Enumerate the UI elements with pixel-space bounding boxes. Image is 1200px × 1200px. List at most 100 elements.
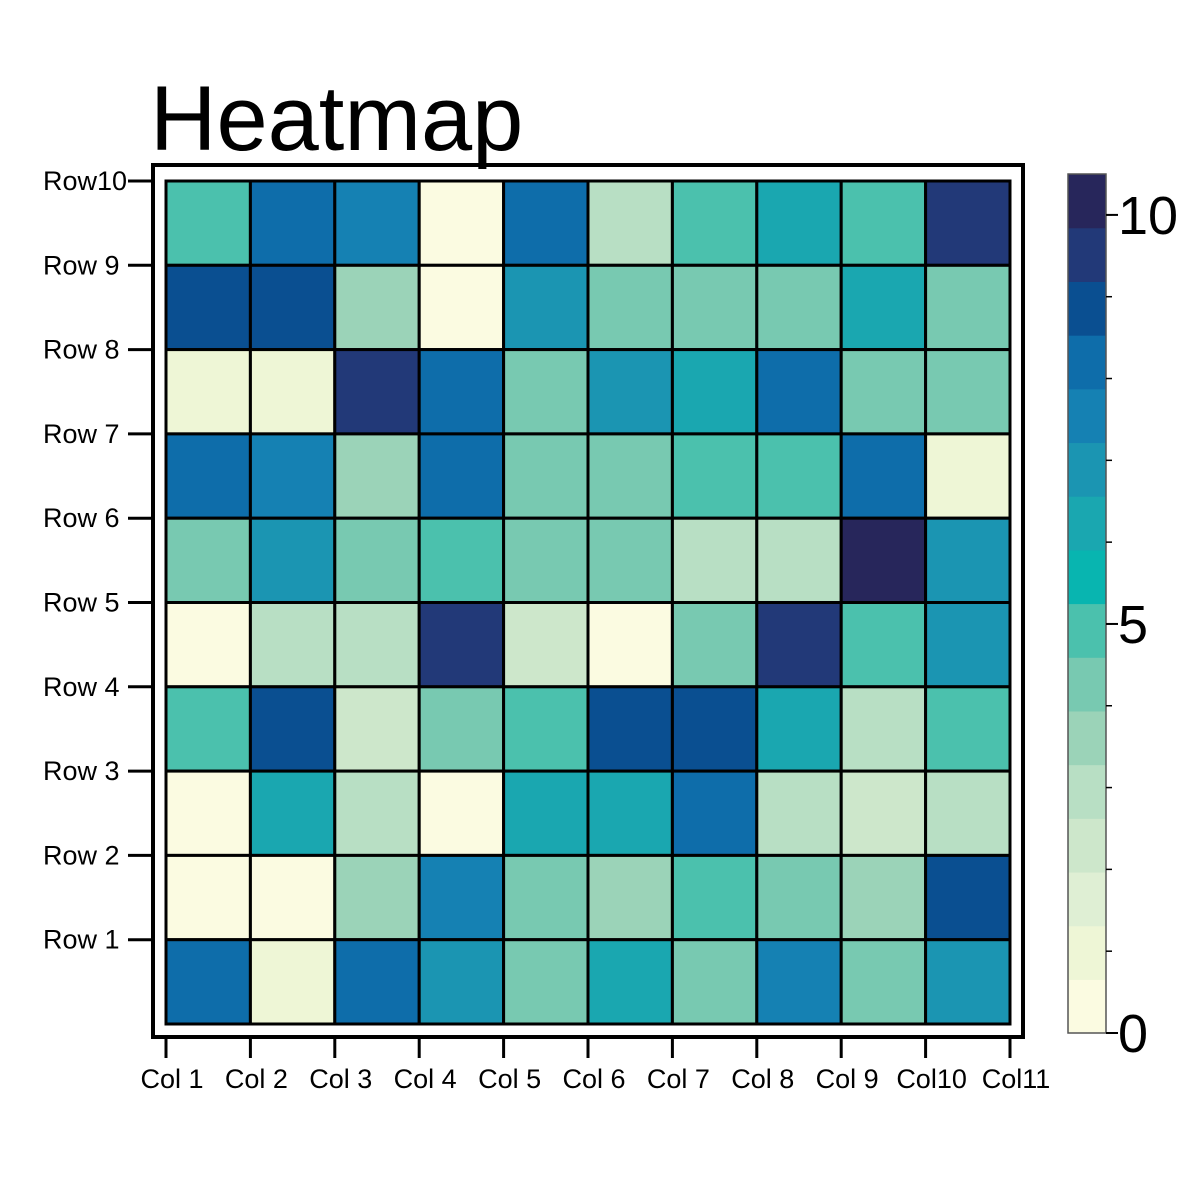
colorbar-segment bbox=[1068, 335, 1106, 390]
heatmap-cell bbox=[333, 601, 421, 689]
heatmap-cell bbox=[586, 769, 674, 857]
heatmap-cell bbox=[248, 769, 337, 857]
colorbar-segment bbox=[1068, 764, 1106, 819]
heatmap-cell bbox=[164, 853, 252, 942]
y-tick-label: Row 7 bbox=[43, 419, 120, 449]
heatmap-cell bbox=[248, 432, 337, 520]
heatmap-cell bbox=[670, 516, 759, 605]
heatmap-cell bbox=[924, 685, 1012, 773]
heatmap-cell bbox=[417, 432, 506, 520]
colorbar-tick-label: 10 bbox=[1118, 186, 1178, 246]
heatmap-cell bbox=[839, 516, 928, 605]
heatmap-cell bbox=[586, 179, 674, 267]
colorbar-segment bbox=[1068, 925, 1106, 980]
heatmap-cell bbox=[417, 179, 506, 267]
heatmap-cell bbox=[755, 516, 843, 605]
heatmap-cell bbox=[417, 769, 506, 857]
heatmap-cell bbox=[839, 938, 928, 1026]
heatmap-cell bbox=[755, 853, 843, 942]
heatmap-cell bbox=[417, 601, 506, 689]
heatmap-cell bbox=[839, 179, 928, 267]
heatmap-cell bbox=[333, 853, 421, 942]
heatmap-cell bbox=[333, 938, 421, 1026]
heatmap-cell bbox=[164, 263, 252, 352]
y-tick-label: Row 8 bbox=[43, 335, 120, 365]
heatmap-cell bbox=[670, 179, 759, 267]
heatmap-cell bbox=[839, 263, 928, 352]
heatmap-cell bbox=[586, 853, 674, 942]
heatmap-cells bbox=[164, 179, 1012, 1026]
chart-title: Heatmap bbox=[150, 68, 523, 170]
colorbar-segment bbox=[1068, 603, 1106, 658]
heatmap-cell bbox=[333, 263, 421, 352]
heatmap-cell bbox=[502, 432, 590, 520]
heatmap-cell bbox=[755, 432, 843, 520]
heatmap-cell bbox=[586, 685, 674, 773]
heatmap-cell bbox=[586, 601, 674, 689]
heatmap-cell bbox=[924, 179, 1012, 267]
heatmap-cell bbox=[839, 769, 928, 857]
heatmap-cell bbox=[164, 516, 252, 605]
heatmap-cell bbox=[417, 516, 506, 605]
heatmap-cell bbox=[502, 263, 590, 352]
colorbar-segment bbox=[1068, 227, 1106, 282]
heatmap-cell bbox=[924, 348, 1012, 436]
colorbar-segment bbox=[1068, 496, 1106, 551]
heatmap-cell bbox=[755, 263, 843, 352]
heatmap-cell bbox=[502, 938, 590, 1026]
heatmap-cell bbox=[502, 516, 590, 605]
heatmap-cell bbox=[670, 685, 759, 773]
colorbar-segment bbox=[1068, 871, 1106, 927]
heatmap-cell bbox=[333, 685, 421, 773]
colorbar-segment bbox=[1068, 442, 1106, 497]
heatmap-cell bbox=[502, 853, 590, 942]
heatmap-cell bbox=[924, 769, 1012, 857]
colorbar-segment bbox=[1068, 818, 1106, 873]
heatmap-cell bbox=[417, 348, 506, 436]
heatmap-cell bbox=[839, 685, 928, 773]
y-axis: Row 1 Row 2 Row 3 Row 4 Row 5 Row 6 Row 7 Row 8… bbox=[43, 166, 153, 955]
colorbar-segment bbox=[1068, 657, 1106, 712]
heatmap-cell bbox=[670, 263, 759, 352]
y-tick-label: Row 5 bbox=[43, 588, 120, 618]
heatmap-cell bbox=[417, 853, 506, 942]
heatmap-cell bbox=[248, 263, 337, 352]
x-tick-label: Col 9 bbox=[816, 1064, 879, 1094]
heatmap-cell bbox=[502, 601, 590, 689]
heatmap-cell bbox=[417, 938, 506, 1026]
heatmap-cell bbox=[333, 432, 421, 520]
x-tick-label: Col 2 bbox=[225, 1064, 288, 1094]
heatmap-cell bbox=[670, 348, 759, 436]
heatmap-cell bbox=[924, 263, 1012, 352]
heatmap-cell bbox=[502, 348, 590, 436]
heatmap-cell bbox=[164, 348, 252, 436]
heatmap-cell bbox=[502, 769, 590, 857]
heatmap-cell bbox=[670, 938, 759, 1026]
heatmap-cell bbox=[755, 769, 843, 857]
heatmap-cell bbox=[417, 263, 506, 352]
colorbar-frame bbox=[1067, 173, 1107, 1034]
x-axis: Col 1 Col 2 Col 3 Col 4 Col 5 Col 6 Col 7 Col 8… bbox=[140, 1037, 1050, 1094]
colorbar-segment bbox=[1068, 979, 1106, 1034]
x-tick-label: Col 8 bbox=[731, 1064, 794, 1094]
heatmap-cell bbox=[839, 601, 928, 689]
x-tick-label: Col 3 bbox=[309, 1064, 372, 1094]
y-tick-label: Row10 bbox=[43, 166, 127, 196]
y-tick-label: Row 2 bbox=[43, 840, 120, 870]
heatmap-cell bbox=[924, 432, 1012, 520]
heatmap-cell bbox=[586, 432, 674, 520]
heatmap-cell bbox=[164, 179, 252, 267]
y-tick-label: Row 9 bbox=[43, 250, 120, 280]
colorbar: 0 5 10 bbox=[1067, 173, 1178, 1064]
colorbar-segment bbox=[1068, 710, 1106, 766]
x-tick-label: Col 4 bbox=[394, 1064, 457, 1094]
heatmap-cell bbox=[586, 516, 674, 605]
heatmap-cell bbox=[417, 685, 506, 773]
y-tick-label: Row 4 bbox=[43, 672, 120, 702]
y-tick-label: Row 1 bbox=[43, 925, 120, 955]
heatmap-cell bbox=[248, 938, 337, 1026]
heatmap-cell bbox=[164, 601, 252, 689]
x-tick-label: Col10 bbox=[896, 1064, 967, 1094]
heatmap-cell bbox=[670, 432, 759, 520]
